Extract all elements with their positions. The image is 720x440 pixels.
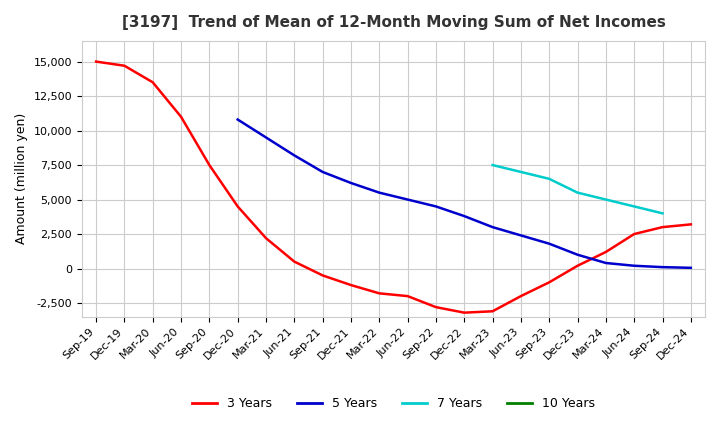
Legend: 3 Years, 5 Years, 7 Years, 10 Years: 3 Years, 5 Years, 7 Years, 10 Years [186,392,600,415]
Y-axis label: Amount (million yen): Amount (million yen) [15,113,28,245]
Title: [3197]  Trend of Mean of 12-Month Moving Sum of Net Incomes: [3197] Trend of Mean of 12-Month Moving … [122,15,665,30]
